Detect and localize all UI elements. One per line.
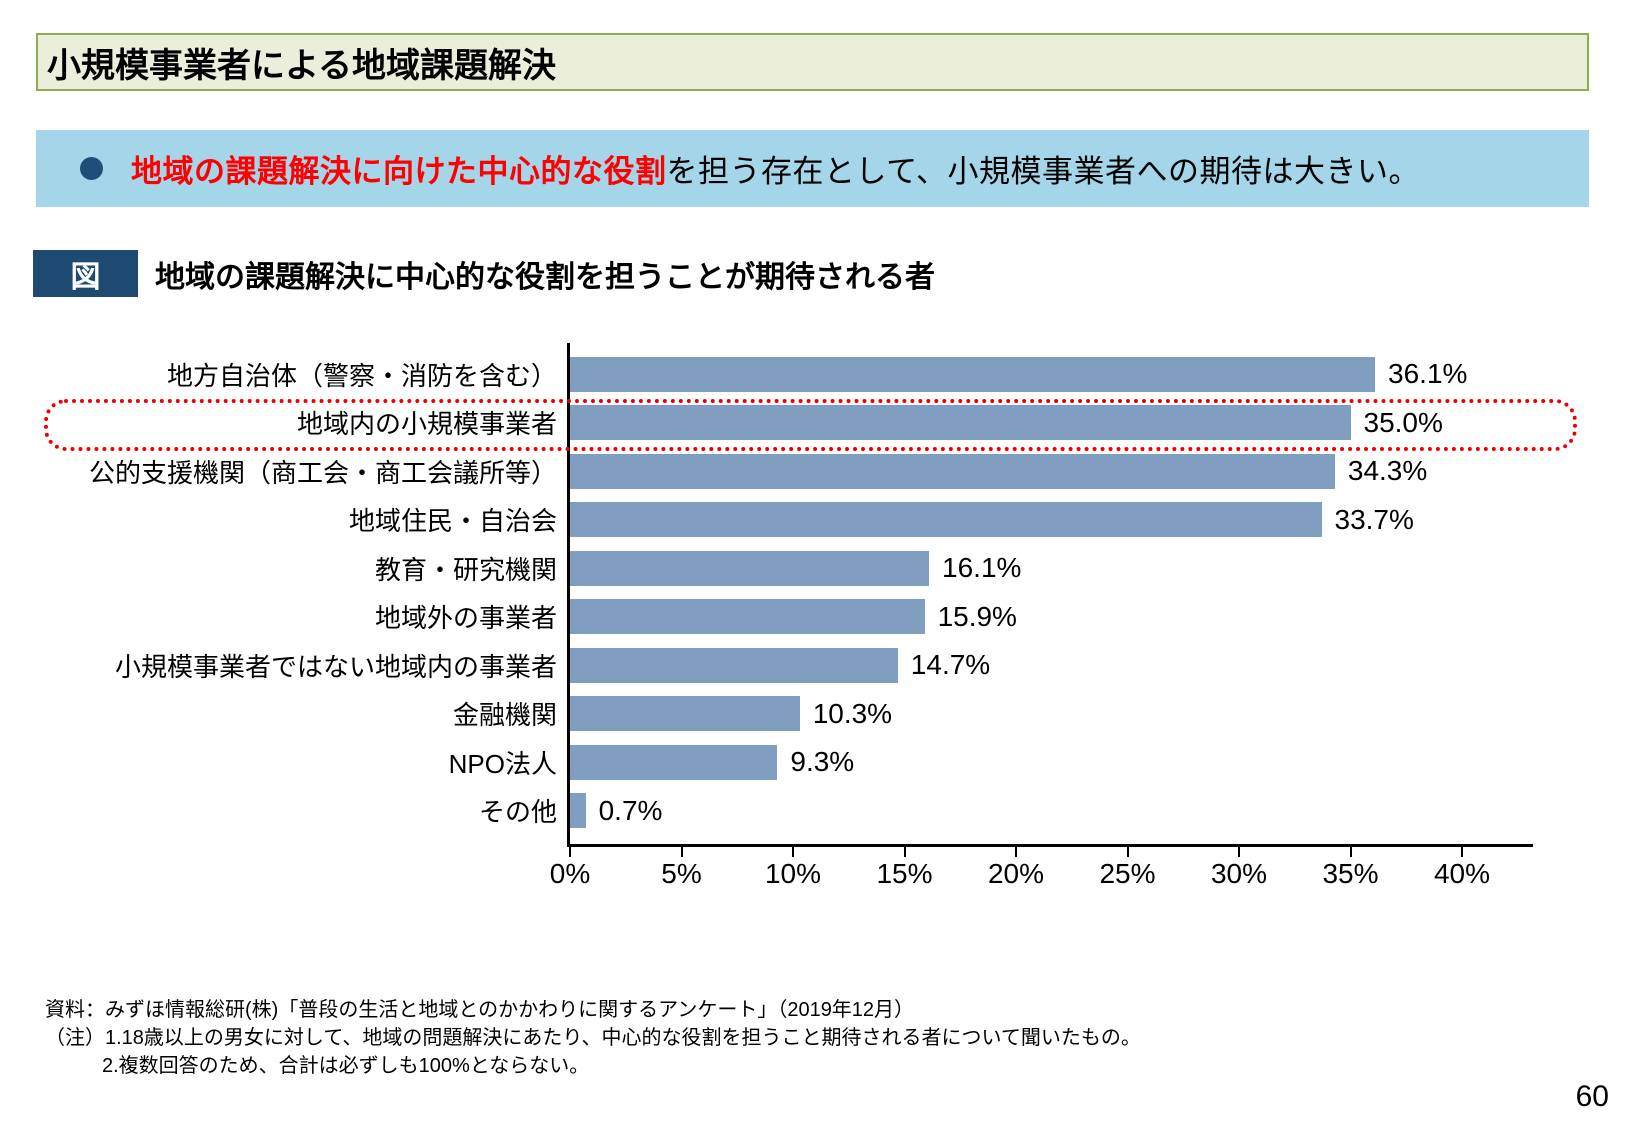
value-label: 0.7% xyxy=(598,794,663,826)
category-label: NPO法人 xyxy=(448,748,557,779)
bar xyxy=(570,502,1322,538)
x-axis-tick-label: 10% xyxy=(764,858,822,889)
bar xyxy=(570,356,1376,392)
x-axis-tick-label: 15% xyxy=(876,858,933,889)
chart-y-axis-line xyxy=(567,343,570,846)
lead-statement: 地域の課題解決に向けた中心的な役割を担う存在として、小規模事業者への期待は大きい… xyxy=(36,130,1589,207)
bar xyxy=(570,453,1335,489)
category-label: 地域住民・自治会 xyxy=(348,506,557,537)
value-label: 9.3% xyxy=(790,746,855,778)
value-label: 36.1% xyxy=(1388,358,1468,390)
x-axis-tick xyxy=(1238,847,1240,857)
page-number: 60 xyxy=(1575,1080,1609,1113)
lead-highlight-text: 地域の課題解決に向けた中心的な役割 xyxy=(131,154,667,189)
figure-tag-badge: 図 xyxy=(33,250,138,297)
x-axis-tick xyxy=(1015,847,1017,857)
x-axis-tick-label: 40% xyxy=(1433,858,1491,889)
bar xyxy=(570,696,800,732)
value-label: 14.7% xyxy=(910,649,991,681)
page-title: 小規模事業者による地域課題解決 xyxy=(36,33,1589,91)
x-axis-tick xyxy=(1461,847,1463,857)
highlight-dotted-box xyxy=(44,399,1577,451)
category-label: その他 xyxy=(478,797,557,828)
x-axis-tick xyxy=(569,847,571,857)
x-axis-tick-label: 20% xyxy=(987,858,1045,889)
value-label: 34.3% xyxy=(1347,455,1428,487)
lead-text: 地域の課題解決に向けた中心的な役割を担う存在として、小規模事業者への期待は大きい… xyxy=(131,146,1420,191)
x-axis-tick-label: 35% xyxy=(1322,858,1379,889)
lead-rest-text: を担う存在として、小規模事業者への期待は大きい。 xyxy=(666,154,1421,189)
category-label: 公的支援機関（商工会・商工会議所等） xyxy=(88,457,557,488)
category-label: 地方自治体（警察・消防を含む） xyxy=(166,360,557,391)
value-label: 35.0% xyxy=(1363,406,1443,438)
bar xyxy=(570,550,930,586)
x-axis-tick xyxy=(680,847,683,857)
value-label: 10.3% xyxy=(812,697,893,729)
x-axis-tick-label: 25% xyxy=(1099,858,1156,889)
x-axis-tick xyxy=(792,847,794,857)
category-label: 地域内の小規模事業者 xyxy=(296,409,557,440)
x-axis-tick xyxy=(1349,847,1352,857)
bar xyxy=(570,405,1351,441)
category-label: 小規模事業者ではない地域内の事業者 xyxy=(114,651,557,682)
footnotes: 資料：みずほ情報総研(株)「普段の生活と地域とのかかわりに関するアンケート」（2… xyxy=(45,996,1141,1080)
figure-caption: 地域の課題解決に中心的な役割を担うことが期待される者 xyxy=(155,260,935,294)
figure-caption-row: 図 地域の課題解決に中心的な役割を担うことが期待される者 xyxy=(33,250,935,297)
x-axis-tick-label: 0% xyxy=(549,858,591,889)
bar xyxy=(570,647,898,683)
chart-x-axis-line xyxy=(567,844,1533,847)
value-label: 15.9% xyxy=(937,600,1017,632)
x-axis-tick xyxy=(1126,847,1129,857)
x-axis-tick-label: 5% xyxy=(661,858,702,889)
value-label: 33.7% xyxy=(1334,503,1414,535)
bullet-icon xyxy=(80,157,103,180)
bar xyxy=(570,793,586,829)
category-label: 金融機関 xyxy=(452,700,557,731)
value-label: 16.1% xyxy=(942,552,1022,584)
category-label: 地域外の事業者 xyxy=(374,603,557,634)
x-axis-tick-label: 30% xyxy=(1210,858,1268,889)
bar xyxy=(570,599,925,635)
category-label: 教育・研究機関 xyxy=(374,554,557,585)
page-title-text: 小規模事業者による地域課題解決 xyxy=(47,46,556,85)
x-axis-tick xyxy=(903,847,906,857)
bar xyxy=(570,744,778,780)
note-line-1: （注）1.18歳以上の男女に対して、地域の問題解決にあたり、中心的な役割を担うこ… xyxy=(45,1027,1141,1049)
source-note: 資料：みずほ情報総研(株)「普段の生活と地域とのかかわりに関するアンケート」（2… xyxy=(45,999,915,1021)
note-line-2: 2.複数回答のため、合計は必ずしも100%とならない。 xyxy=(102,1055,590,1077)
